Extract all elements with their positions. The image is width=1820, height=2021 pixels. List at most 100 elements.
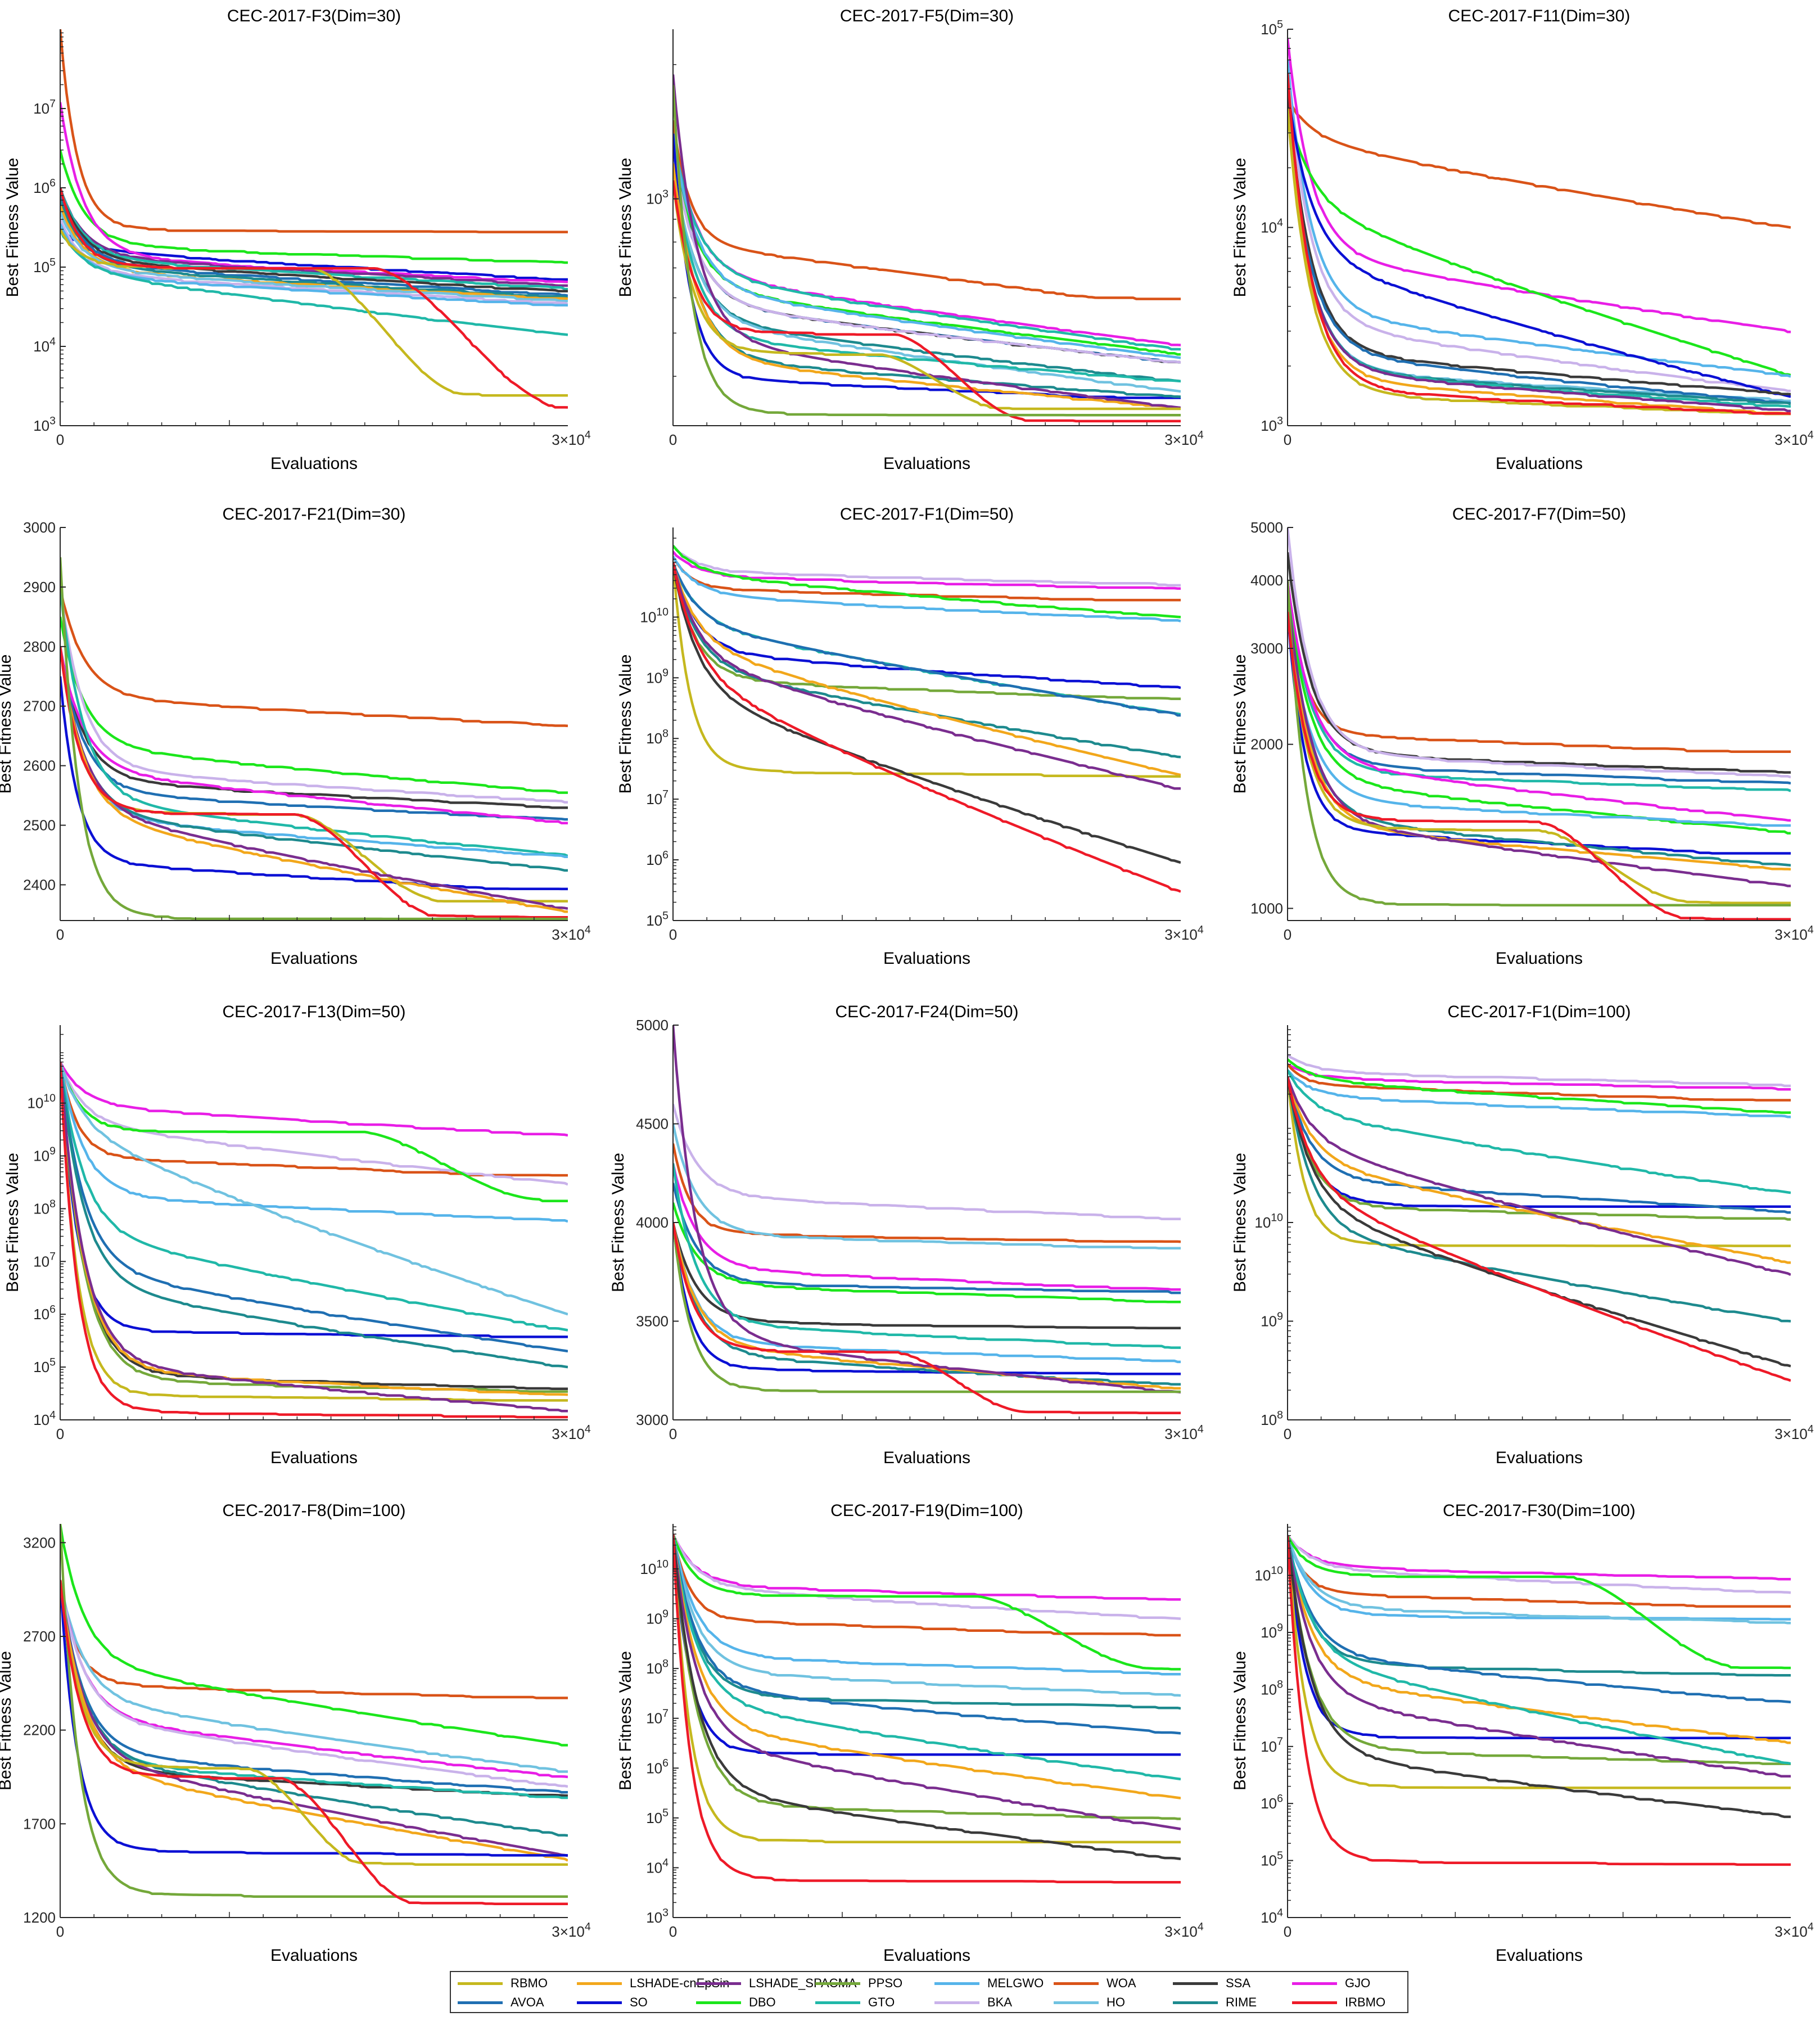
series-line-lshade-spacma — [1288, 592, 1791, 887]
x-tick-label: 3×104 — [1774, 428, 1814, 448]
series-line-melgwo — [1288, 611, 1791, 827]
legend-swatch — [458, 2001, 503, 2004]
panel-3: 103 104 105 0 3×104 CEC-2017-F11(Dim=30) Evalu… — [1231, 7, 1814, 473]
legend-item-gto: GTO — [815, 1994, 895, 2011]
legend-item-gjo: GJO — [1292, 1975, 1370, 1992]
series-line-ssa — [60, 191, 568, 292]
series-line-gto — [1288, 108, 1791, 408]
y-axis-label: Best Fitness Value — [1231, 158, 1249, 297]
series-line-ssa — [1288, 88, 1791, 396]
y-tick-label: 2400 — [23, 876, 56, 893]
series-line-rbmo — [60, 1062, 568, 1402]
series-line-melgwo — [1288, 1069, 1791, 1118]
y-tick-label: 2700 — [23, 1628, 56, 1645]
y-tick-label: 103 — [646, 188, 669, 207]
series-line-woa — [1288, 1535, 1791, 1608]
y-tick-label: 3200 — [23, 1534, 56, 1551]
series-line-woa — [1288, 1063, 1791, 1102]
series-line-rime — [673, 163, 1181, 398]
x-tick-label: 0 — [1284, 926, 1291, 943]
series-line-gto — [673, 562, 1181, 716]
legend-item-dbo: DBO — [696, 1994, 776, 2011]
series-line-so — [60, 676, 568, 891]
series-line-melgwo — [673, 1533, 1181, 1676]
x-tick-label: 0 — [1284, 1923, 1291, 1940]
series-line-melgwo — [673, 133, 1181, 359]
series-line-bka — [673, 1533, 1181, 1620]
series-line-ssa — [60, 1062, 568, 1391]
legend-label: SO — [630, 1995, 648, 2009]
series-line-irbmo — [1288, 73, 1791, 415]
series-line-dbo — [1288, 107, 1791, 377]
y-tick-label: 108 — [33, 1198, 56, 1217]
y-tick-label: 107 — [33, 97, 56, 117]
series-line-bka — [1288, 527, 1791, 779]
series-line-ppso — [673, 84, 1181, 417]
legend-item-ppso: PPSO — [815, 1975, 902, 1992]
series-line-gjo — [1288, 1535, 1791, 1581]
y-tick-label: 103 — [1261, 414, 1283, 434]
series-line-lshade-cnepsin — [1288, 1535, 1791, 1744]
chart-title: CEC-2017-F24(Dim=50) — [836, 1003, 1019, 1021]
y-tick-label: 1000 — [1250, 900, 1283, 917]
series-line-lshade-spacma — [60, 1062, 568, 1413]
y-tick-label: 104 — [1261, 216, 1283, 236]
series-line-dbo — [673, 545, 1181, 619]
legend-swatch — [696, 1982, 741, 1985]
series-line-avoa — [1288, 1535, 1791, 1704]
series-group — [673, 1533, 1181, 1884]
series-line-so — [1288, 611, 1791, 855]
y-tick-label: 109 — [1261, 1310, 1283, 1330]
y-tick-label: 103 — [646, 1906, 669, 1926]
y-tick-label: 1010 — [1254, 1564, 1283, 1584]
chart-title: CEC-2017-F5(Dim=30) — [840, 7, 1014, 25]
series-line-melgwo — [60, 1062, 568, 1223]
series-line-ppso — [673, 1533, 1181, 1820]
series-line-rbmo — [60, 1580, 568, 1866]
series-line-gjo — [673, 1533, 1181, 1601]
x-tick-label: 0 — [56, 926, 64, 943]
y-tick-label: 104 — [1261, 1906, 1283, 1926]
panel-9: 108 109 1010 0 3×104 CEC-2017-F1(Dim=100) Eval… — [1231, 1003, 1814, 1467]
y-tick-label: 2900 — [23, 579, 56, 596]
legend-label: GJO — [1345, 1976, 1371, 1990]
legend-label: IRBMO — [1345, 1995, 1386, 2009]
y-axis-label: Best Fitness Value — [616, 655, 635, 794]
legend-swatch — [934, 1982, 979, 1985]
x-tick-label: 0 — [669, 1923, 677, 1940]
legend-label: DBO — [749, 1995, 776, 2009]
y-tick-label: 109 — [33, 1145, 56, 1165]
series-line-gto — [673, 1163, 1181, 1349]
series-line-irbmo — [673, 562, 1181, 893]
y-tick-label: 1010 — [27, 1092, 56, 1112]
series-line-ssa — [1288, 552, 1791, 774]
chart-title: CEC-2017-F3(Dim=30) — [227, 7, 401, 25]
series-line-avoa — [673, 1533, 1181, 1735]
series-line-gjo — [60, 646, 568, 824]
legend-label: WOA — [1107, 1976, 1136, 1990]
series-line-ssa — [673, 562, 1181, 864]
series-line-avoa — [1288, 580, 1791, 785]
x-tick-label: 3×104 — [1164, 428, 1204, 448]
series-line-bka — [673, 147, 1181, 364]
series-line-gto — [673, 163, 1181, 383]
series-line-gto — [60, 187, 568, 291]
y-tick-label: 109 — [646, 1608, 669, 1627]
x-tick-label: 3×104 — [1774, 923, 1814, 943]
series-line-melgwo — [673, 1222, 1181, 1364]
panel-2: 103 0 3×104 CEC-2017-F5(Dim=30) Evaluations B… — [616, 7, 1204, 473]
x-tick-label: 0 — [669, 1425, 677, 1442]
y-tick-label: 2200 — [23, 1722, 56, 1739]
x-tick-label: 0 — [56, 431, 64, 448]
y-axis-label: Best Fitness Value — [0, 655, 15, 794]
series-group — [1288, 527, 1791, 921]
y-tick-label: 1010 — [640, 1558, 669, 1577]
series-line-irbmo — [60, 646, 568, 919]
series-line-bka — [1288, 73, 1791, 393]
chart-title: CEC-2017-F13(Dim=50) — [223, 1003, 406, 1021]
series-line-dbo — [60, 616, 568, 794]
series-group — [1288, 1535, 1791, 1866]
x-tick-label: 0 — [1284, 431, 1291, 448]
y-tick-label: 105 — [646, 909, 669, 929]
